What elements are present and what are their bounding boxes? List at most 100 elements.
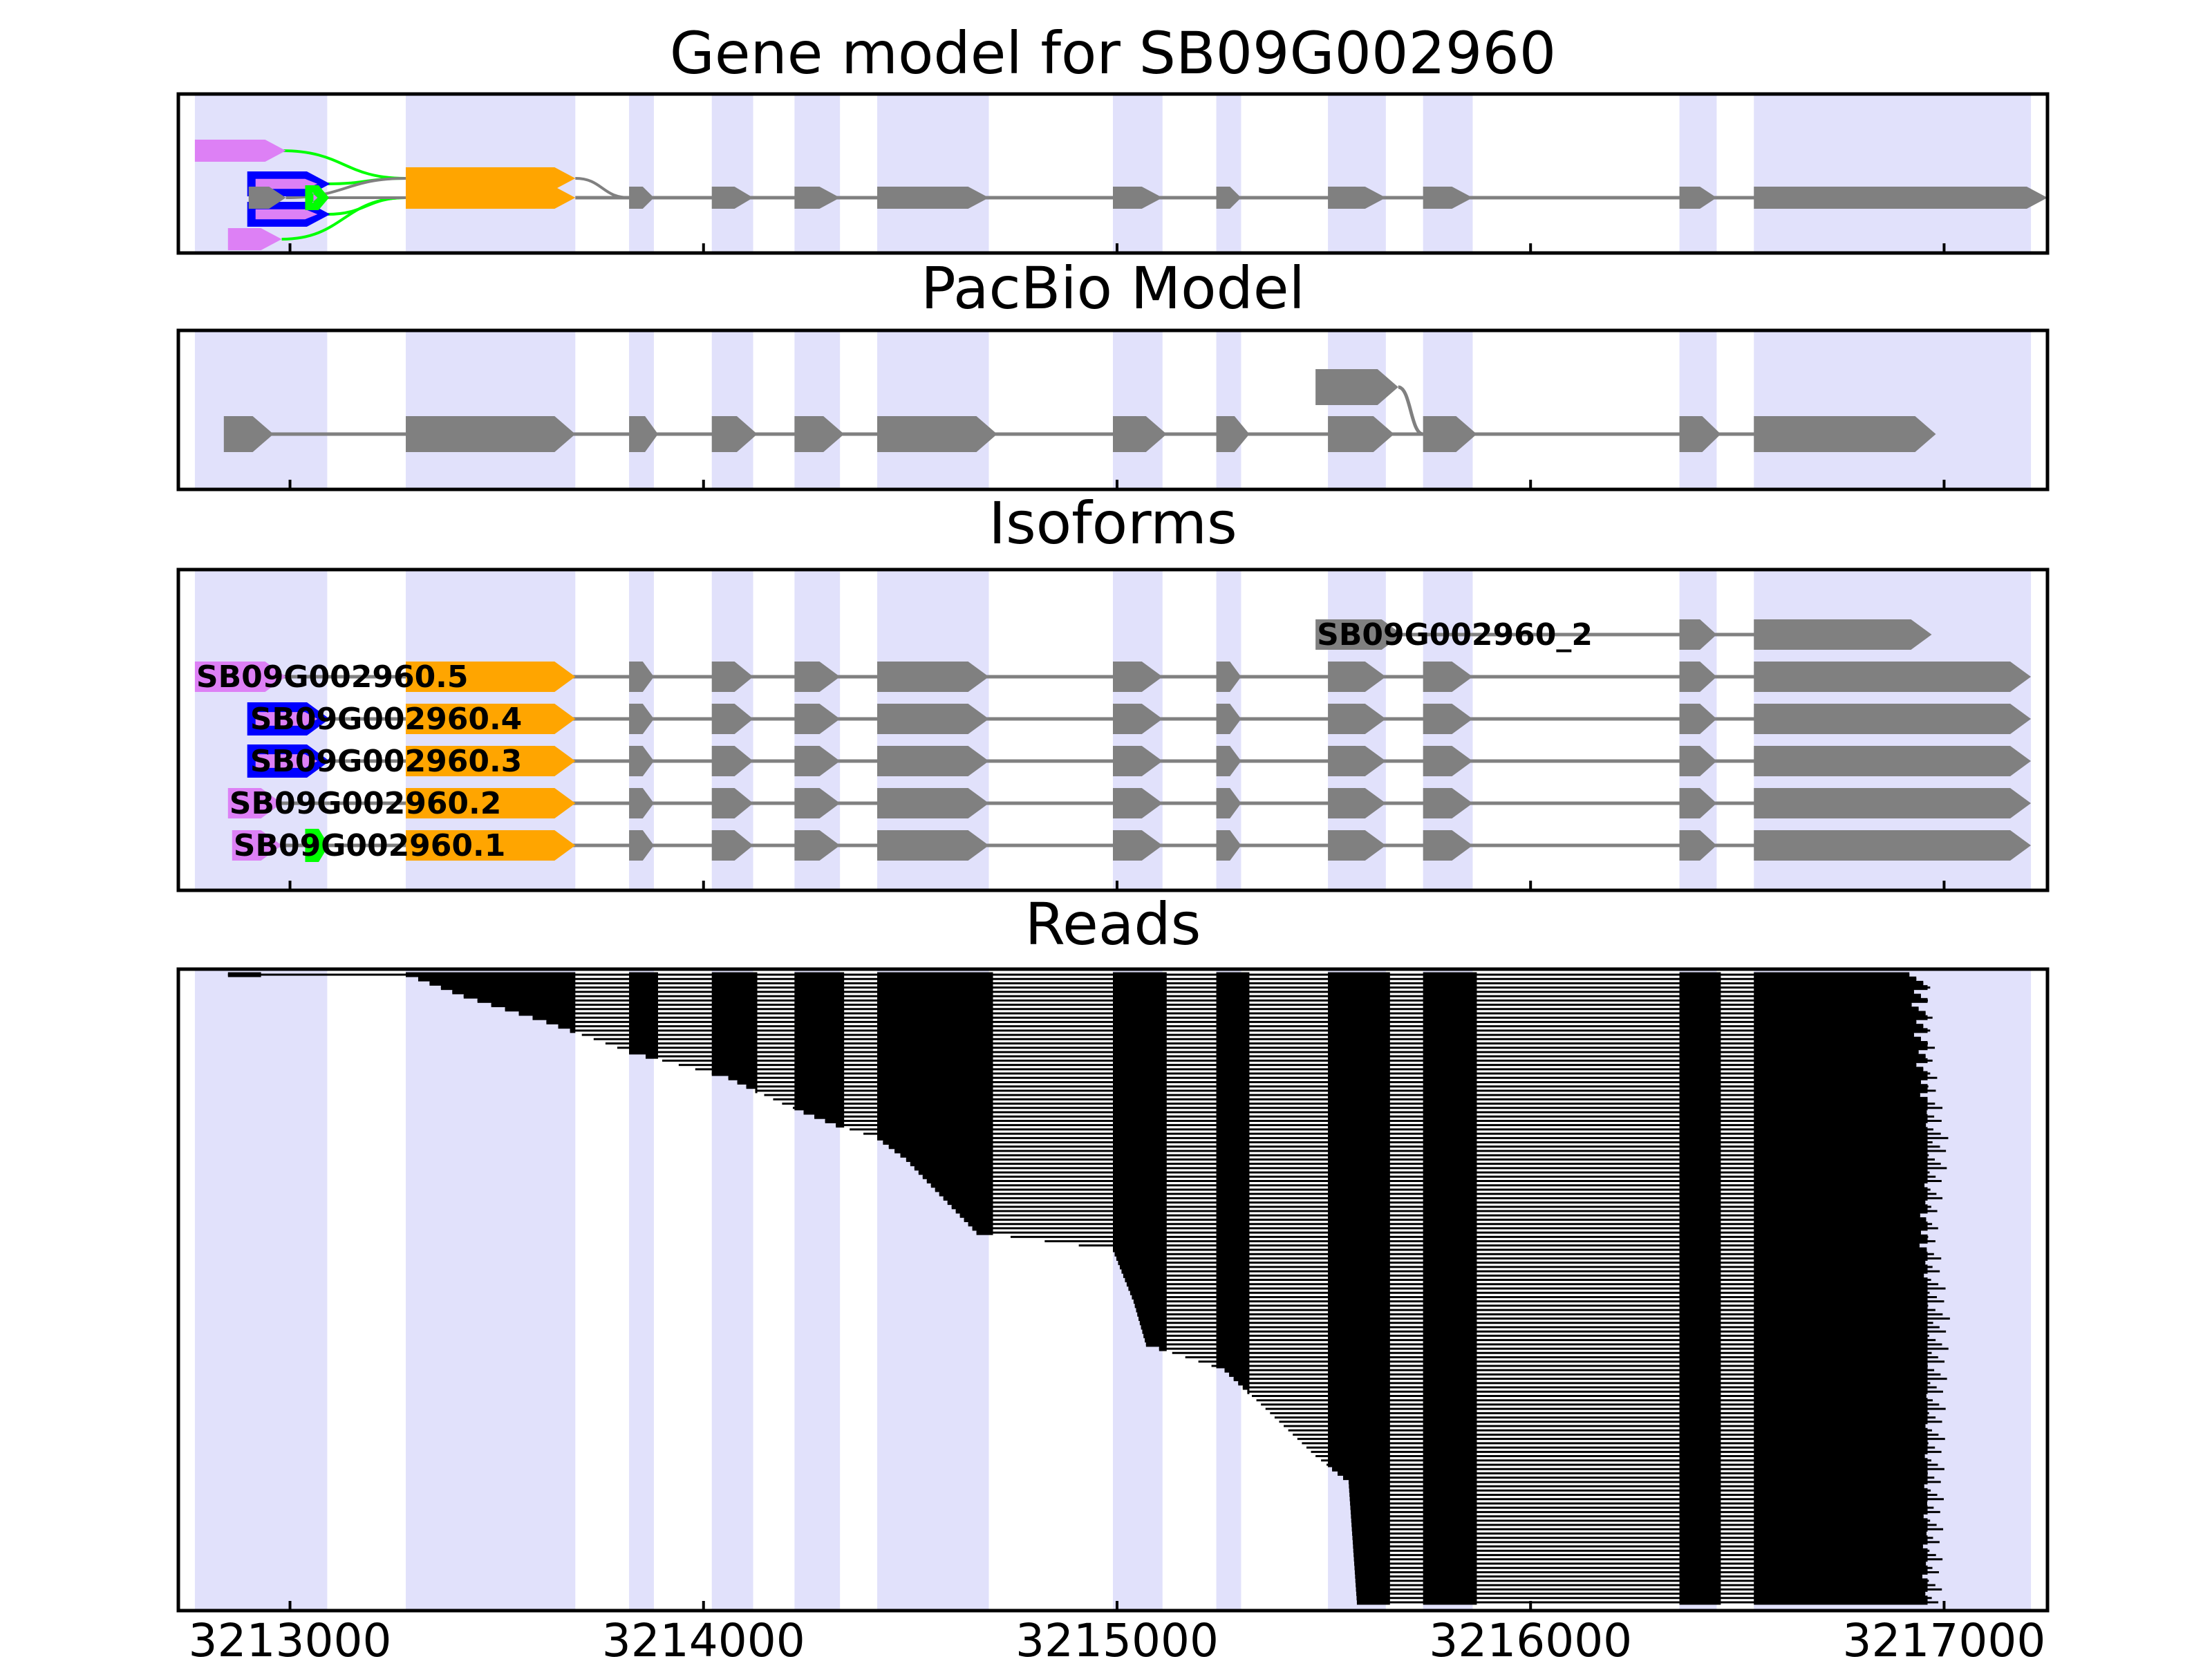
read-block	[1679, 1389, 1721, 1394]
read-block	[1328, 1028, 1390, 1033]
read-block	[1679, 1092, 1721, 1098]
read	[1121, 1268, 1940, 1274]
read	[1229, 1371, 1941, 1377]
read-block	[1356, 1582, 1390, 1588]
read	[900, 1152, 1929, 1158]
x-axis: 3213000 3214000 3215000 3216000 3217000	[189, 243, 2045, 1659]
read-block	[1754, 1239, 1928, 1244]
read-block	[711, 989, 758, 995]
read-block	[1754, 1045, 1928, 1051]
exon-gray	[1216, 187, 1241, 209]
read-block	[1754, 1376, 1928, 1382]
read-block	[1679, 1561, 1721, 1566]
read-block	[1423, 1006, 1477, 1012]
read-block	[1679, 1355, 1721, 1360]
exon-gray	[629, 187, 654, 209]
exon-band	[877, 94, 989, 253]
read-block	[1754, 1032, 1914, 1038]
read-block	[1328, 1071, 1390, 1076]
read-block	[1679, 1509, 1721, 1515]
isoform-features: SB09G002960_2 SB09G002960.5 SB09G002960.4 S…	[194, 617, 2032, 863]
tick-label: 3215000	[1015, 1614, 1219, 1659]
tick-label: 3216000	[1429, 1614, 1632, 1659]
read-block	[1328, 1165, 1390, 1171]
read	[1355, 1574, 1922, 1580]
read-block	[711, 1024, 758, 1029]
read	[1128, 1286, 1946, 1291]
read-block	[440, 985, 576, 991]
read-block	[1328, 1200, 1390, 1206]
isoform-exon	[1328, 788, 1386, 818]
read-block	[1754, 1423, 1926, 1429]
exon-band	[406, 969, 576, 1611]
exon-band	[194, 969, 328, 1611]
read-block	[1130, 1290, 1167, 1295]
read	[1354, 1561, 1927, 1566]
read-block	[1328, 1324, 1390, 1330]
read-block	[1216, 1320, 1250, 1326]
read-block	[1754, 1316, 1928, 1322]
read-block	[629, 1032, 658, 1038]
isoform-exon	[1328, 662, 1386, 692]
read-block	[1423, 1226, 1477, 1231]
read	[1119, 1264, 1933, 1270]
read	[1302, 1441, 1929, 1446]
read-block	[1423, 1436, 1477, 1442]
read-block	[1224, 1367, 1250, 1373]
read	[1293, 1432, 1939, 1437]
read-block	[1113, 1101, 1167, 1107]
exon-gray	[711, 416, 758, 452]
read-block	[1679, 1311, 1721, 1317]
read-block	[1328, 1191, 1390, 1197]
read-block	[1423, 1208, 1477, 1214]
read-block	[1679, 1152, 1721, 1158]
read-block	[877, 1002, 993, 1008]
read-block	[1754, 1393, 1927, 1398]
read-block	[1754, 1135, 1928, 1141]
read-block	[1216, 1024, 1250, 1029]
read-block	[1679, 1432, 1721, 1437]
read-block	[1679, 1385, 1721, 1390]
read	[959, 1212, 1920, 1218]
read-block	[1216, 1114, 1250, 1119]
isoform-exon	[194, 662, 286, 692]
read-block	[1348, 1479, 1390, 1485]
read-block	[1754, 1535, 1928, 1541]
read	[863, 1131, 1941, 1136]
read-block	[518, 1011, 576, 1016]
exon-band	[1423, 330, 1473, 489]
read-block	[1216, 1286, 1250, 1291]
read	[1247, 1389, 1943, 1394]
isoform-exon	[794, 746, 841, 776]
read-block	[711, 1049, 758, 1055]
read	[1132, 1294, 1937, 1300]
read-block	[1754, 1165, 1928, 1171]
read-block	[1328, 1320, 1390, 1326]
read-block	[794, 1002, 845, 1008]
read-block	[629, 972, 658, 977]
read	[850, 1127, 1933, 1132]
read-block	[1328, 1359, 1390, 1365]
read-block	[1423, 1470, 1477, 1476]
read-block	[1328, 1415, 1390, 1421]
isoform-exon	[1754, 746, 2032, 776]
read-block	[1216, 1088, 1250, 1094]
read-block	[1328, 1410, 1390, 1416]
read-block	[1754, 1092, 1920, 1098]
read-block	[935, 1187, 993, 1192]
read-block	[1328, 1393, 1390, 1398]
read-block	[1423, 1514, 1477, 1519]
read-block	[1328, 1114, 1390, 1119]
read-block	[1113, 1096, 1167, 1102]
read-block	[728, 1075, 758, 1080]
read-block	[877, 1041, 993, 1047]
read-block	[1216, 1338, 1250, 1343]
read-block	[1679, 1084, 1721, 1089]
read-block	[1216, 1212, 1250, 1218]
read-block	[1423, 1045, 1477, 1051]
read-block	[1328, 1221, 1390, 1227]
read-block	[877, 989, 993, 995]
read-block	[1754, 1041, 1928, 1047]
read-block	[1113, 1148, 1167, 1154]
